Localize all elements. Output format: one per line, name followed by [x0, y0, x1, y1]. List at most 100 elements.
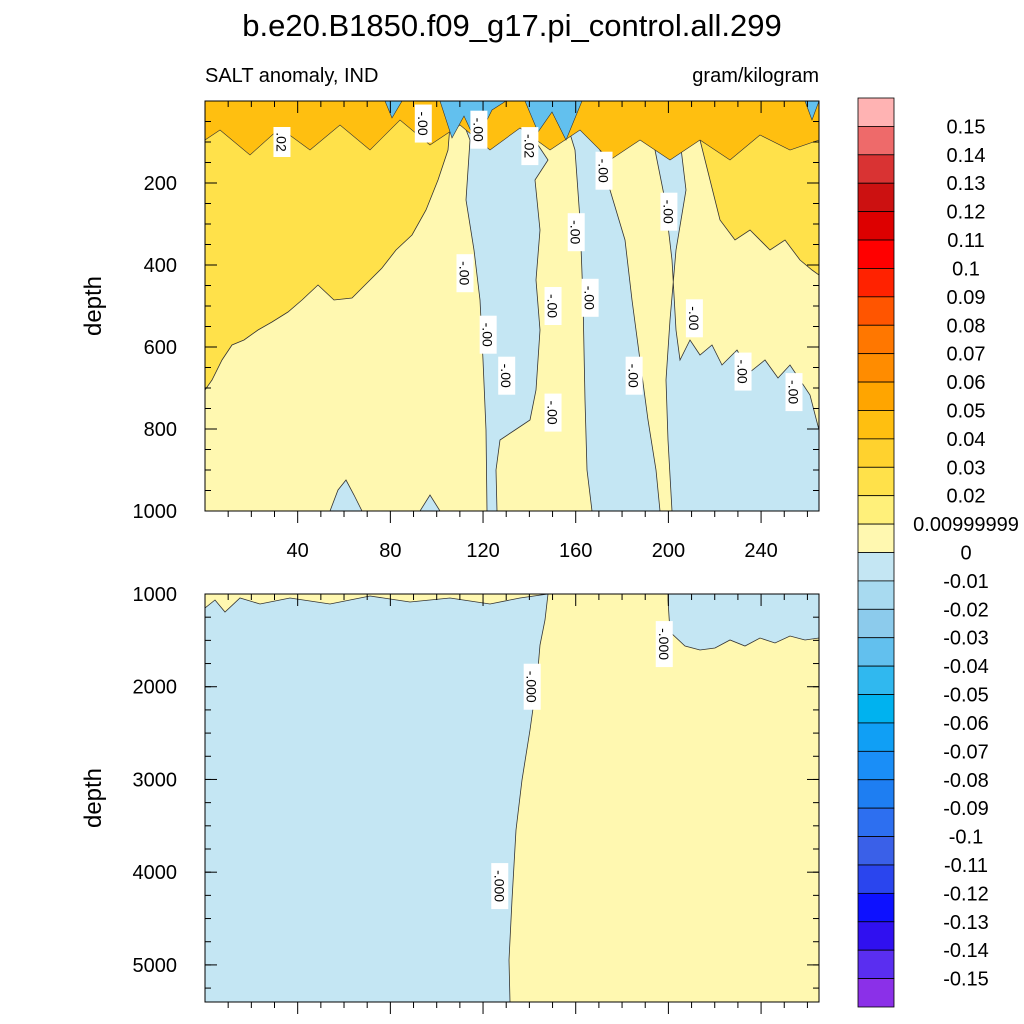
- contour-label: -.02: [521, 127, 539, 166]
- contour-label-text: -.00: [786, 380, 802, 404]
- colorbar-swatch: [857, 978, 895, 1008]
- colorbar-swatch: [857, 296, 895, 326]
- colorbar-label: 0.07: [947, 344, 986, 366]
- contour-label: -.00: [544, 287, 562, 325]
- x-tick-label: 120: [466, 540, 499, 562]
- lower-shallow-salty-strip: [205, 594, 549, 613]
- contour-label: -.00: [581, 278, 599, 317]
- y-tick-label: 400: [144, 255, 177, 277]
- colorbar-swatch: [857, 665, 895, 695]
- colorbar: 0.15 0.14 0.13 0.12 0.11 0.1 0.09 0.08 0.07 0.06 0…: [857, 97, 1019, 1008]
- colorbar-swatch: [857, 637, 895, 667]
- x-tick-label: 240: [744, 540, 777, 562]
- colorbar-label: 0.11: [947, 230, 984, 252]
- contour-label: -.00: [498, 356, 516, 395]
- contour-label-bg: [595, 151, 613, 190]
- contour-label-text: -.00: [686, 306, 702, 330]
- contour-label: -.00: [660, 192, 678, 231]
- upper-panel: 200 400 600 800 1000 40 80 120 160 200 240 .02 -.00…: [80, 100, 820, 562]
- contour-label: -.000: [491, 863, 509, 910]
- upper-contour-labels: .02 -.00 -.00 -.02 -.00 -.00 -.00 -.00 -.00 -.00 -…: [273, 104, 803, 432]
- colorbar-swatch: [857, 608, 895, 639]
- contour-label: -.000: [523, 663, 541, 710]
- lower-contour-fill: [205, 594, 819, 1002]
- colorbar-label: 0.06: [947, 372, 986, 394]
- colorbar-swatch: [857, 921, 895, 951]
- contour-label-text: -.02: [521, 134, 537, 158]
- contour-label-text: -.00: [470, 118, 486, 142]
- contour-label: -.00: [544, 393, 562, 432]
- contour-label-text: -.00: [735, 360, 751, 384]
- contour-label-text: -.00: [626, 364, 642, 388]
- colorbar-swatch: [857, 324, 895, 355]
- colorbar-label: 0.08: [947, 315, 986, 337]
- contour-label-bg: [785, 373, 803, 412]
- colorbar-label: 0.14: [947, 145, 986, 167]
- contour-label: -.00: [479, 315, 497, 354]
- colorbar-label: -0.07: [943, 741, 989, 763]
- lower-y-axis-label: depth: [80, 768, 107, 828]
- contour-label-bg: [625, 356, 643, 395]
- colorbar-swatch: [857, 211, 895, 241]
- upper-fresh-band-west: [454, 101, 549, 511]
- y-tick-label: 800: [144, 419, 177, 441]
- upper-contour-fill: [205, 101, 819, 511]
- contour-label-text: -.00: [498, 364, 514, 388]
- colorbar-swatch: [857, 126, 895, 156]
- colorbar-label: -0.15: [943, 969, 989, 991]
- contour-label: .02: [273, 127, 291, 157]
- contour-label-text: -.00: [415, 111, 431, 135]
- x-tick-label: 200: [652, 540, 685, 562]
- colorbar-swatch: [857, 949, 895, 979]
- lower-axis-ticks: 1000 2000 3000 4000 5000: [133, 584, 819, 1014]
- colorbar-swatch: [857, 438, 895, 468]
- contour-label-bg: [414, 104, 432, 143]
- contour-label: -.000: [655, 621, 673, 668]
- upper-deep-fresh-patches: [329, 479, 441, 511]
- y-tick-label: 4000: [133, 862, 178, 884]
- contour-label-text: -.00: [545, 401, 561, 425]
- contour-label: -.00: [456, 254, 474, 293]
- contour-label-text: -.00: [568, 220, 584, 244]
- colorbar-swatch: [857, 182, 895, 213]
- colorbar-label: -0.1: [949, 827, 983, 849]
- colorbar-swatch: [857, 268, 895, 298]
- contour-label: -.00: [567, 213, 585, 252]
- contour-label-bg: [273, 127, 291, 157]
- colorbar-swatch: [857, 779, 895, 809]
- colorbar-label: 0.04: [947, 429, 986, 451]
- colorbar-swatch: [857, 552, 895, 582]
- contour-label-bg: [734, 352, 752, 391]
- contour-label-text: .02: [273, 132, 289, 152]
- colorbar-label: 0.03: [947, 457, 986, 479]
- contour-label: -.00: [470, 110, 488, 149]
- colorbar-label: -0.06: [943, 713, 989, 735]
- contour-label: -.00: [734, 352, 752, 391]
- colorbar-swatch: [857, 523, 895, 553]
- colorbar-label: 0.15: [947, 116, 986, 138]
- colorbar-label: 0.00999999: [913, 514, 1019, 536]
- colorbar-swatch: [857, 694, 895, 724]
- colorbar-label: -0.09: [943, 798, 989, 820]
- contour-label-text: -.00: [582, 286, 598, 310]
- colorbar-swatch: [857, 381, 895, 411]
- colorbar-label: 0.09: [947, 287, 986, 309]
- colorbar-swatch: [857, 864, 895, 894]
- colorbar-swatch: [857, 892, 895, 923]
- colorbar-label: -0.14: [943, 940, 989, 962]
- contour-label-text: -.000: [491, 870, 507, 902]
- contour-label-text: -.00: [596, 159, 612, 183]
- contour-label-bg: [544, 393, 562, 432]
- colorbar-swatch: [857, 410, 895, 440]
- x-tick-label: 80: [379, 540, 401, 562]
- colorbar-label: -0.03: [943, 628, 989, 650]
- colorbar-swatch: [857, 836, 895, 866]
- variable-label: SALT anomaly, IND: [205, 65, 378, 87]
- colorbar-swatch: [857, 807, 895, 837]
- contour-label: -.00: [625, 356, 643, 395]
- contour-label-bg: [491, 863, 509, 910]
- y-tick-label: 1000: [133, 501, 178, 523]
- contour-label-text: -.00: [660, 200, 676, 224]
- colorbar-label: 0.05: [947, 400, 986, 422]
- contour-label-bg: [479, 315, 497, 354]
